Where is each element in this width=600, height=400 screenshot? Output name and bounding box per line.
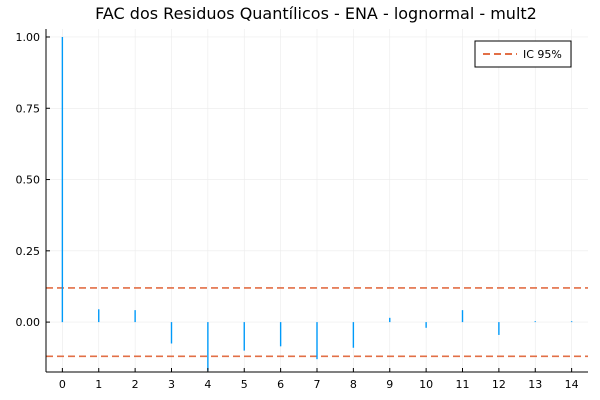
x-tick-label: 0 [59,378,66,391]
y-tick-label: 0.50 [16,174,41,187]
x-tick-label: 7 [314,378,321,391]
y-tick-label: 0.75 [16,102,41,115]
x-tick-label: 8 [350,378,357,391]
x-tick-label: 9 [386,378,393,391]
y-tick-label: 0.00 [16,316,41,329]
y-tick-label: 1.00 [16,31,41,44]
x-tick-label: 12 [492,378,506,391]
y-tick-label: 0.25 [16,245,41,258]
chart-title: FAC dos Residuos Quantílicos - ENA - log… [95,4,537,23]
x-tick-label: 3 [168,378,175,391]
axes: 0 1 2 3 4 5 6 7 8 9 10 11 12 13 140.000.250.500.751.00 [16,29,588,391]
x-tick-label: 6 [277,378,284,391]
legend-box [474,40,572,68]
legend: IC 95% [474,40,572,68]
x-tick-label: 1 [95,378,102,391]
grid [46,29,588,372]
x-tick-label: 5 [241,378,248,391]
legend-ci-label: IC 95% [523,48,562,61]
x-tick-label: 11 [456,378,470,391]
x-tick-label: 4 [204,378,211,391]
x-tick-label: 10 [419,378,433,391]
x-tick-label: 14 [565,378,579,391]
acf-bars [61,36,573,371]
x-tick-label: 2 [132,378,139,391]
x-tick-label: 13 [528,378,542,391]
